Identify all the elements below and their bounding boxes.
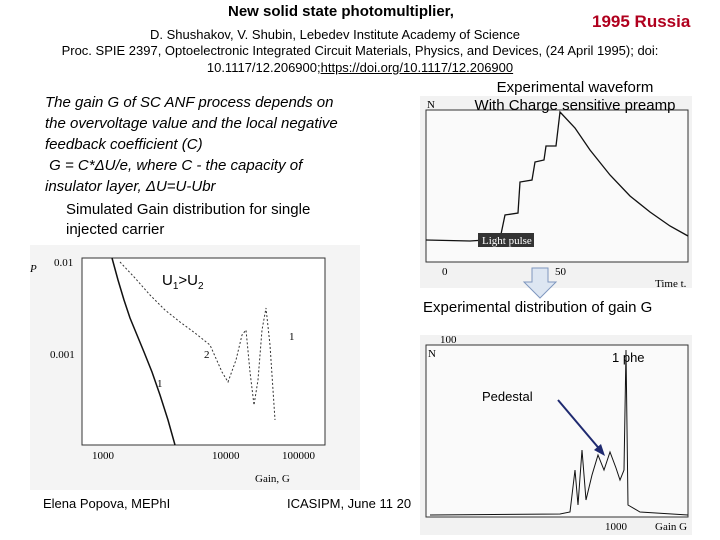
body-line: the overvoltage value and the local nega… (45, 115, 338, 132)
x-axis-label: Gain, G (255, 473, 290, 485)
title-line: Experimental waveform (496, 79, 654, 96)
authors: D. Shushakov, V. Shubin, Lebedev Institu… (150, 27, 521, 42)
footer-conference: ICASIPM, June 11 20 (287, 496, 412, 511)
condition: U1>U2 (162, 272, 204, 292)
x-tick: 0 (442, 266, 448, 278)
curve-2 (119, 261, 276, 421)
curve-1 (111, 257, 176, 446)
footer-author: Elena Popova, MEPhI (43, 496, 171, 511)
curve-label: 1 (289, 331, 295, 343)
down-arrow (522, 267, 558, 299)
waveform-title: Experimental waveform With Charge sensit… (450, 79, 700, 115)
op: >U (178, 272, 198, 289)
waveform-figure: Light pulse N 0 50 Time t. (420, 96, 692, 290)
title: New solid state photomultiplier, (228, 3, 454, 20)
y-axis-label: N (427, 99, 435, 111)
histogram (429, 349, 689, 516)
curve-label: 1 (157, 378, 163, 390)
body-line: G = C*ΔU/e, where C - the capacity of (45, 157, 303, 174)
doi-link[interactable]: https://doi.org/10.1117/12.206900 (320, 60, 514, 75)
curve-label: 2 (204, 349, 210, 361)
frame (425, 344, 689, 518)
x-tick: 100000 (282, 450, 316, 462)
trace (425, 110, 689, 242)
distribution-title: Experimental distribution of gain G (423, 299, 653, 316)
y-tick: 0.001 (50, 349, 75, 361)
pulse-box (478, 233, 534, 247)
x-tick: 10000 (212, 450, 240, 462)
citation: Proc. SPIE 2397, Optoelectronic Integrat… (61, 43, 659, 58)
frame (81, 257, 326, 446)
distribution-figure: N 100 1000 Gain G (420, 334, 692, 535)
pulse-label: Light pulse (482, 235, 532, 247)
y-axis-label: N (428, 348, 436, 360)
title-line: With Charge sensitive preamp (474, 97, 676, 114)
peak-label: 1 phe (612, 350, 645, 365)
title-line: Simulated Gain distribution for single (66, 201, 311, 218)
pedestal-label: Pedestal (482, 389, 533, 404)
simulation-title: Simulated Gain distribution for single i… (66, 200, 310, 240)
pointer (557, 399, 603, 453)
x-axis-label: Gain G (655, 521, 687, 533)
body-line: The gain G of SC ANF process depends on (45, 94, 334, 111)
gain-figure: P 0.01 0.001 1000 10000 100000 Gain, G 1… (29, 245, 360, 490)
pointer-head (594, 444, 605, 456)
title-line: injected carrier (66, 221, 165, 238)
sub: 1 (172, 281, 179, 292)
body-line: insulator layer, ΔU=U-Ubr (45, 178, 216, 195)
citation-line: 10.1117/12.206900;https://doi.org/10.111… (0, 60, 720, 75)
x-tick: 50 (555, 266, 567, 278)
citation: 10.1117/12.206900; (206, 60, 321, 75)
sub: 2 (198, 281, 204, 292)
body-line: feedback coefficient (C) (45, 136, 203, 153)
x-axis-label: Time t. (655, 278, 687, 290)
body-text: The gain G of SC ANF process depends on … (45, 92, 338, 197)
x-tick: 1000 (92, 450, 115, 462)
y-axis-label: P (29, 263, 37, 275)
y-tick: 0.01 (54, 257, 73, 269)
u: U (162, 272, 173, 289)
y-tick: 100 (440, 334, 457, 346)
x-tick: 1000 (605, 521, 628, 533)
location: 1995 Russia (592, 12, 691, 31)
